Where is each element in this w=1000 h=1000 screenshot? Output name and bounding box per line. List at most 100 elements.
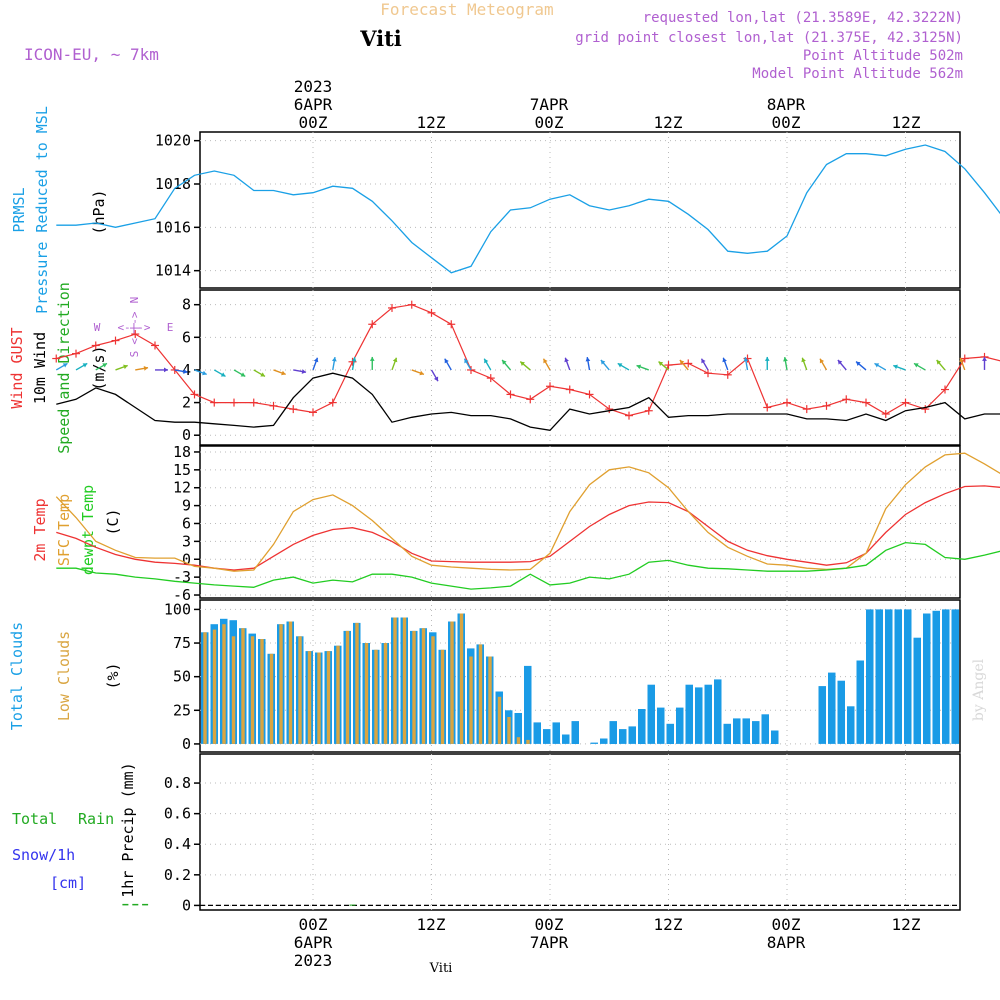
y-tick-label: 0 xyxy=(182,896,191,914)
y-tick-label: 0.6 xyxy=(164,805,191,823)
wind-direction-arrow xyxy=(75,362,88,371)
wind-arrow-head xyxy=(123,364,128,370)
total-clouds-bar xyxy=(562,734,570,744)
temp-labels: 2m Temp SFC Temp dewpt Temp (C) xyxy=(31,485,122,575)
y-tick-label: 18 xyxy=(173,443,191,461)
wind-arrow-head xyxy=(313,357,319,363)
total-label: Total xyxy=(12,810,57,828)
panel-frame xyxy=(199,445,961,599)
low-clouds-bar xyxy=(516,737,521,744)
wind-direction-arrow xyxy=(658,361,669,371)
low-clouds-bar xyxy=(250,636,255,744)
low-clouds-bar xyxy=(393,617,397,744)
low-clouds-bar xyxy=(298,636,302,744)
wind-direction-arrow xyxy=(519,361,531,371)
low-clouds-bar xyxy=(279,624,283,744)
wind-arrow-head xyxy=(392,357,398,363)
low-clouds-bar xyxy=(212,629,217,744)
wind-direction-arrow xyxy=(115,364,128,371)
gust-marker xyxy=(881,410,890,418)
y-tick-label: 3 xyxy=(182,532,191,550)
wind-direction-arrow xyxy=(331,357,337,371)
total-clouds-bar xyxy=(685,684,693,744)
gust-marker xyxy=(921,405,930,414)
panel-frame xyxy=(199,753,961,911)
total-clouds-bar xyxy=(913,637,921,744)
top-hour-label: 12Z xyxy=(654,113,683,132)
bottom-hour-label: 00Z xyxy=(535,915,564,934)
total-clouds-bar xyxy=(714,679,722,744)
wind-arrow-head xyxy=(801,357,806,363)
wind-direction-arrow xyxy=(444,358,452,371)
low-clouds-bar xyxy=(326,651,331,744)
wind-arrow-head xyxy=(658,361,664,366)
gust-marker xyxy=(625,411,633,420)
wind-direction-arrow xyxy=(501,359,512,371)
wind-arrow-head xyxy=(543,358,548,364)
bottom-day-label: 8APR xyxy=(767,933,806,952)
pressure-label-long: Pressure Reduced to MSL xyxy=(33,106,51,314)
low-clouds-bar xyxy=(402,617,407,744)
bottom-day-label: 6APR xyxy=(294,933,333,952)
gust-marker xyxy=(131,330,140,339)
total-clouds-bar xyxy=(695,687,703,744)
wind-arrow-head xyxy=(783,357,788,362)
gust-marker xyxy=(151,341,159,350)
total-clouds-bar xyxy=(657,707,665,744)
low-clouds-bar xyxy=(260,639,264,744)
low-clouds-bar xyxy=(526,739,530,744)
y-tick-label: 1018 xyxy=(155,175,191,193)
gust-marker xyxy=(585,390,594,399)
wind-series-line xyxy=(56,372,1000,431)
wind-arrow-head xyxy=(585,357,591,362)
rain-bar xyxy=(349,904,356,906)
header-station: Viti xyxy=(359,26,402,51)
low-clouds-bar xyxy=(374,649,378,744)
wind-direction-arrow xyxy=(913,362,926,371)
wind-arrow-head xyxy=(837,360,843,365)
gust-marker xyxy=(190,390,199,399)
wind-direction-arrow xyxy=(636,364,649,371)
compass-west: W xyxy=(94,321,101,334)
total-clouds-label: Total Clouds xyxy=(8,622,26,730)
total-clouds-bar xyxy=(742,718,750,744)
gust-marker xyxy=(486,374,495,383)
low-clouds-bar xyxy=(203,632,207,744)
wind-direction-arrow xyxy=(95,362,108,371)
pressure-label: PRMSL xyxy=(10,187,28,232)
y-tick-label: 0 xyxy=(182,550,191,568)
gust-marker xyxy=(230,398,238,407)
total-clouds-bar xyxy=(619,729,627,744)
wind-direction-arrow xyxy=(233,369,246,378)
gust-marker xyxy=(348,357,357,366)
top-hour-label: 00Z xyxy=(772,113,801,132)
wind-dir-label: Speed and Direction xyxy=(55,282,73,454)
wind-arrow-head xyxy=(959,357,964,363)
wind-direction-arrow xyxy=(194,369,207,376)
compass-east: E xyxy=(167,321,174,334)
gust-marker xyxy=(842,395,851,404)
low-clouds-bar xyxy=(488,656,492,744)
low-clouds-bar xyxy=(431,636,435,744)
wind-arrow-head xyxy=(564,357,569,363)
wind-label: 10m Wind xyxy=(31,332,49,404)
credit-watermark: by Angel xyxy=(971,658,987,721)
y-tick-label: 0 xyxy=(182,426,191,444)
wind-arrow-head xyxy=(82,363,88,368)
total-clouds-bar xyxy=(638,709,646,744)
wind-arrow-head xyxy=(893,364,898,370)
low-clouds-bar xyxy=(383,643,388,744)
dewpt-label: dewpt Temp xyxy=(79,485,97,575)
top-hour-label: 00Z xyxy=(299,113,328,132)
rain-bar xyxy=(142,903,149,906)
wind-direction-arrow xyxy=(801,357,808,371)
total-clouds-bar xyxy=(733,718,741,744)
wind-arrow-head xyxy=(936,360,942,365)
wind-direction-arrow xyxy=(564,357,571,371)
y-tick-label: 0 xyxy=(182,735,191,753)
total-clouds-bar xyxy=(761,714,769,744)
y-tick-label: 6 xyxy=(182,328,191,346)
rain-label: Rain xyxy=(78,810,114,828)
y-tick-label: 100 xyxy=(164,600,191,618)
low-clouds-bar xyxy=(307,651,312,744)
